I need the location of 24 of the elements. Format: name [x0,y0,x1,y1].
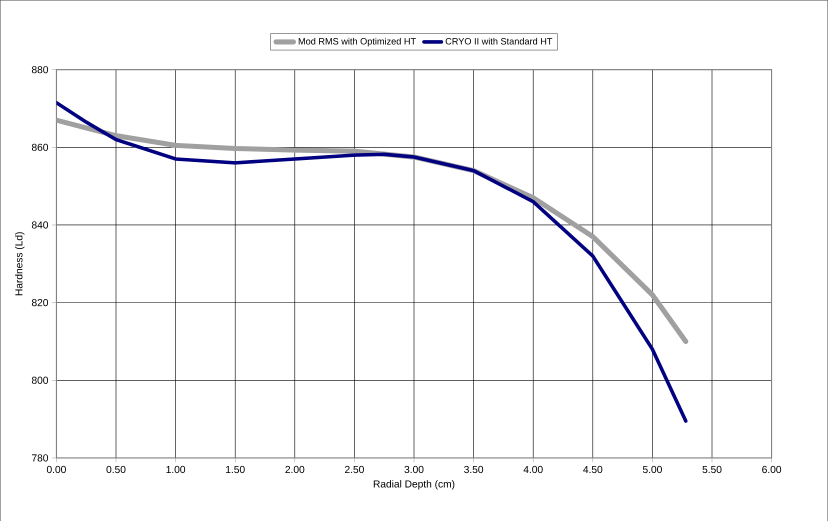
x-tick-label: 6.00 [762,466,782,473]
y-tick-label: 860 [32,143,48,151]
y-axis-title: Hardness (Ld) [15,232,24,295]
x-tick-label: 3.00 [404,466,424,473]
x-tick-label: 2.50 [345,466,364,473]
x-tick-label: 2.00 [285,466,304,473]
x-tick-label: 5.50 [702,466,722,473]
x-tick-label: 3.50 [464,466,484,473]
y-tick-label: 820 [32,298,48,306]
x-tick-label: 4.50 [583,466,602,473]
y-tick-label: 880 [32,66,48,74]
line-series [56,100,688,423]
legend-label: Mod RMS with Optimized HT [298,38,416,46]
x-tick-label: 1.00 [166,466,186,473]
x-axis-title: Radial Depth (cm) [374,480,454,490]
x-tick-label: 1.50 [226,466,245,473]
y-tick-label: 800 [32,376,48,384]
x-tick-label: 4.00 [524,466,543,473]
y-tick-label: 780 [32,454,48,462]
x-tick-label: 0.50 [106,466,126,473]
x-tick-label: 0.00 [46,466,66,473]
x-tick-label: 5.00 [642,466,662,473]
y-tick-label: 840 [32,221,48,228]
legend-label: CRYO II with Standard HT [446,38,552,44]
